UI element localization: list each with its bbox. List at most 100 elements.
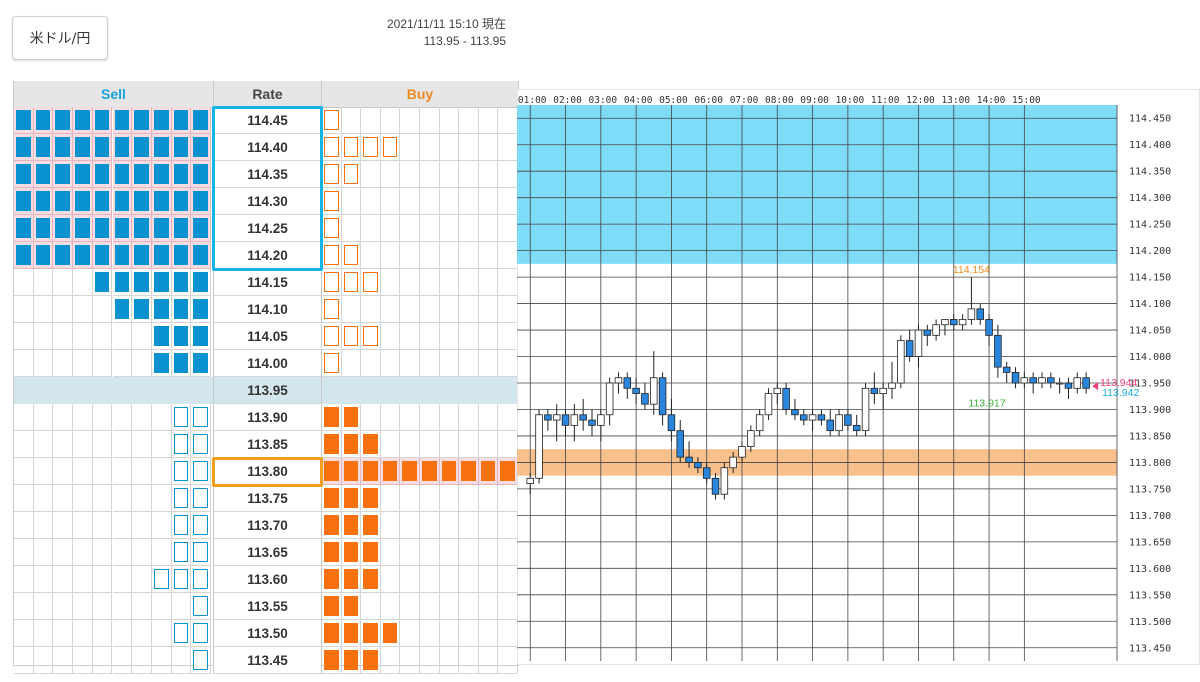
sell-cell[interactable] — [132, 296, 152, 323]
sell-cell[interactable] — [92, 647, 113, 674]
sell-cell[interactable] — [92, 134, 113, 161]
buy-cell[interactable] — [439, 458, 460, 485]
sell-cell[interactable] — [53, 620, 74, 647]
buy-cell[interactable] — [478, 296, 499, 323]
sell-cell[interactable] — [92, 431, 113, 458]
sell-cell[interactable] — [132, 512, 152, 539]
sell-cell[interactable] — [151, 134, 172, 161]
sell-cell[interactable] — [53, 566, 74, 593]
sell-cell[interactable] — [112, 512, 133, 539]
sell-cell[interactable] — [92, 593, 113, 620]
sell-cell[interactable] — [33, 350, 54, 377]
sell-cell[interactable] — [14, 323, 34, 350]
buy-cell[interactable] — [439, 242, 460, 269]
buy-cell[interactable] — [322, 458, 342, 485]
sell-cell[interactable] — [33, 647, 54, 674]
sell-cell[interactable] — [132, 620, 152, 647]
sell-cell[interactable] — [73, 485, 93, 512]
sell-cell[interactable] — [73, 593, 93, 620]
sell-cell[interactable] — [112, 566, 133, 593]
rate-cell[interactable]: 113.75 — [213, 485, 322, 512]
sell-cell[interactable] — [53, 431, 74, 458]
sell-cell[interactable] — [151, 188, 172, 215]
sell-cell[interactable] — [132, 431, 152, 458]
sell-cell[interactable] — [14, 404, 34, 431]
sell-cell[interactable] — [171, 350, 192, 377]
sell-cell[interactable] — [171, 593, 192, 620]
buy-cell[interactable] — [420, 566, 440, 593]
buy-cell[interactable] — [439, 269, 460, 296]
sell-cell[interactable] — [171, 269, 192, 296]
sell-cell[interactable] — [33, 539, 54, 566]
sell-cell[interactable] — [191, 485, 211, 512]
sell-cell[interactable] — [73, 647, 93, 674]
rate-cell[interactable]: 114.40 — [213, 134, 322, 161]
rate-cell[interactable]: 113.85 — [213, 431, 322, 458]
sell-cell[interactable] — [53, 269, 74, 296]
sell-cell[interactable] — [73, 323, 93, 350]
sell-cell[interactable] — [112, 647, 133, 674]
buy-cell[interactable] — [498, 404, 518, 431]
sell-cell[interactable] — [151, 350, 172, 377]
sell-cell[interactable] — [73, 431, 93, 458]
sell-cell[interactable] — [171, 512, 192, 539]
buy-cell[interactable] — [341, 593, 362, 620]
sell-cell[interactable] — [14, 350, 34, 377]
sell-cell[interactable] — [14, 512, 34, 539]
buy-cell[interactable] — [400, 431, 420, 458]
buy-cell[interactable] — [478, 188, 499, 215]
sell-cell[interactable] — [132, 215, 152, 242]
buy-cell[interactable] — [361, 404, 381, 431]
buy-cell[interactable] — [420, 188, 440, 215]
buy-cell[interactable] — [439, 647, 460, 674]
sell-cell[interactable] — [171, 431, 192, 458]
sell-cell[interactable] — [92, 566, 113, 593]
sell-cell[interactable] — [92, 512, 113, 539]
sell-cell[interactable] — [112, 188, 133, 215]
sell-cell[interactable] — [33, 404, 54, 431]
sell-cell[interactable] — [191, 296, 211, 323]
sell-cell[interactable] — [171, 539, 192, 566]
sell-cell[interactable] — [191, 107, 211, 134]
buy-cell[interactable] — [478, 134, 499, 161]
buy-cell[interactable] — [341, 188, 362, 215]
sell-cell[interactable] — [33, 593, 54, 620]
sell-cell[interactable] — [14, 458, 34, 485]
sell-cell[interactable] — [14, 620, 34, 647]
sell-cell[interactable] — [73, 539, 93, 566]
buy-cell[interactable] — [439, 134, 460, 161]
buy-cell[interactable] — [380, 431, 401, 458]
sell-cell[interactable] — [14, 485, 34, 512]
sell-cell[interactable] — [151, 161, 172, 188]
buy-cell[interactable] — [361, 296, 381, 323]
buy-cell[interactable] — [420, 350, 440, 377]
buy-cell[interactable] — [400, 485, 420, 512]
buy-cell[interactable] — [498, 215, 518, 242]
sell-cell[interactable] — [92, 215, 113, 242]
sell-cell[interactable] — [33, 269, 54, 296]
buy-cell[interactable] — [420, 215, 440, 242]
buy-cell[interactable] — [478, 215, 499, 242]
buy-cell[interactable] — [420, 485, 440, 512]
sell-cell[interactable] — [191, 620, 211, 647]
buy-cell[interactable] — [459, 404, 479, 431]
sell-cell[interactable] — [151, 431, 172, 458]
buy-cell[interactable] — [420, 269, 440, 296]
buy-cell[interactable] — [478, 323, 499, 350]
buy-cell[interactable] — [361, 323, 381, 350]
sell-cell[interactable] — [53, 539, 74, 566]
sell-cell[interactable] — [151, 647, 172, 674]
buy-cell[interactable] — [478, 458, 499, 485]
sell-cell[interactable] — [53, 242, 74, 269]
buy-cell[interactable] — [459, 296, 479, 323]
sell-cell[interactable] — [14, 593, 34, 620]
sell-cell[interactable] — [112, 161, 133, 188]
buy-cell[interactable] — [439, 512, 460, 539]
buy-cell[interactable] — [322, 188, 342, 215]
sell-cell[interactable] — [14, 269, 34, 296]
rate-cell[interactable]: 113.65 — [213, 539, 322, 566]
sell-cell[interactable] — [33, 485, 54, 512]
sell-cell[interactable] — [151, 296, 172, 323]
buy-cell[interactable] — [478, 242, 499, 269]
buy-cell[interactable] — [478, 512, 499, 539]
